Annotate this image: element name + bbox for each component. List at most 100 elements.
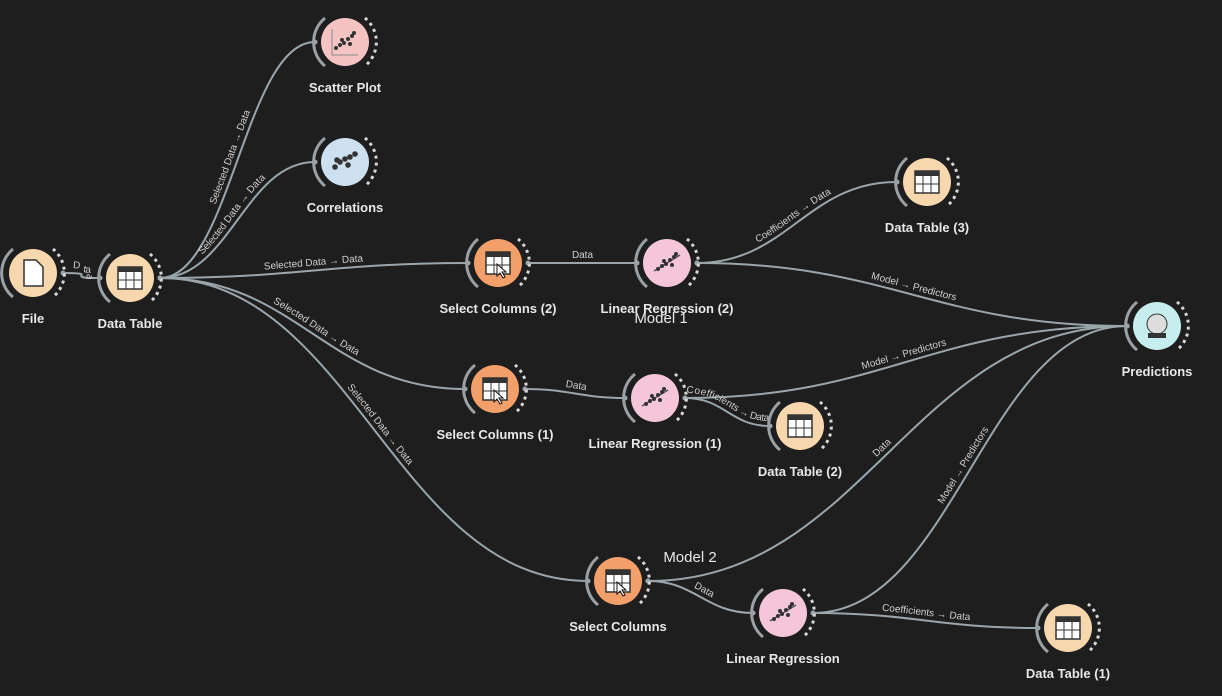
icon <box>1056 617 1080 622</box>
icon <box>352 31 356 35</box>
icon <box>348 42 352 46</box>
widget-node[interactable]: Scatter Plot <box>309 16 382 95</box>
widget-node[interactable]: Data Table (2) <box>758 400 842 479</box>
widget-node[interactable]: Correlations <box>307 136 384 215</box>
icon <box>650 394 654 398</box>
widget-icon-bg <box>321 138 369 186</box>
link-label-text: Data <box>565 379 588 393</box>
icon <box>788 415 812 420</box>
link <box>684 397 771 427</box>
widget-node[interactable]: Select Columns (1) <box>436 363 554 442</box>
link-label: Data <box>565 379 588 393</box>
node-label: Scatter Plot <box>309 80 382 95</box>
icon <box>1148 333 1166 338</box>
node-label: Data Table (2) <box>758 464 842 479</box>
icon <box>493 388 505 405</box>
input-arc <box>97 252 111 304</box>
link-label-text: Data <box>572 250 593 261</box>
icon <box>668 258 672 262</box>
icon <box>334 46 338 50</box>
node-label: Select Columns (1) <box>436 427 553 442</box>
link <box>696 262 1128 327</box>
icon <box>352 151 358 157</box>
link <box>524 388 626 399</box>
widget-node[interactable]: Select Columns <box>569 555 667 634</box>
icon <box>656 267 660 271</box>
icon <box>652 397 656 401</box>
icon <box>780 612 784 616</box>
widget-node[interactable]: Data Table (1) <box>1026 602 1110 681</box>
icon <box>662 387 666 391</box>
widget-node[interactable]: Linear Regression (2) <box>601 237 734 316</box>
widget-node[interactable]: Linear Regression (1) <box>589 372 722 451</box>
link <box>647 580 754 614</box>
node-label: Linear Regression (2) <box>601 301 734 316</box>
link <box>696 181 898 264</box>
icon <box>672 255 676 259</box>
link <box>647 325 1128 582</box>
node-label: File <box>22 311 44 326</box>
input-arc <box>894 156 908 208</box>
icon <box>658 398 662 402</box>
node-label: Data Table <box>98 316 163 331</box>
icon <box>778 609 782 613</box>
icon <box>616 580 628 597</box>
icon <box>483 378 507 383</box>
icon <box>496 262 508 279</box>
icon <box>674 252 678 256</box>
annotation: Model 1 <box>634 310 687 327</box>
icon <box>486 252 510 257</box>
node-label: Correlations <box>307 200 384 215</box>
icon <box>656 393 660 397</box>
input-arc <box>622 372 636 424</box>
icon <box>1146 313 1168 335</box>
icon <box>350 34 354 38</box>
widget-node[interactable]: Select Columns (2) <box>439 237 557 316</box>
input-arc <box>750 587 764 639</box>
icon <box>790 602 794 606</box>
icon <box>342 156 348 162</box>
icon <box>662 259 666 263</box>
node-label: Linear Regression (1) <box>589 436 722 451</box>
icon <box>788 605 792 609</box>
link <box>812 612 1039 629</box>
icon <box>347 154 353 160</box>
icon <box>915 171 939 176</box>
icon <box>340 38 344 42</box>
icon <box>644 402 648 406</box>
input-arc <box>465 237 479 289</box>
link <box>159 41 316 279</box>
icon <box>670 263 674 267</box>
widget-node[interactable]: File <box>0 247 66 326</box>
widget-node[interactable]: Data Table <box>97 252 163 331</box>
widget-node[interactable]: Predictions <box>1122 300 1193 379</box>
icon <box>338 43 342 47</box>
link <box>684 325 1128 399</box>
link-label: Data <box>572 250 593 261</box>
icon <box>648 399 652 403</box>
input-arc <box>634 237 648 289</box>
icon <box>660 390 664 394</box>
widget-node[interactable]: Linear Regression <box>726 587 840 666</box>
icon <box>772 617 776 621</box>
node-label: Select Columns (2) <box>439 301 556 316</box>
input-arc <box>1035 602 1049 654</box>
icon <box>786 613 790 617</box>
icon <box>784 608 788 612</box>
icon <box>331 29 358 56</box>
icon <box>334 157 340 163</box>
icon <box>345 162 351 168</box>
link <box>159 277 589 582</box>
input-arc <box>312 136 326 188</box>
link <box>812 325 1128 614</box>
input-arc <box>0 247 14 299</box>
icon <box>118 267 142 272</box>
node-label: Select Columns <box>569 619 667 634</box>
icon <box>606 570 630 575</box>
input-arc <box>1124 300 1138 352</box>
widget-node[interactable]: Data Table (3) <box>885 156 969 235</box>
link <box>159 277 466 390</box>
input-arc <box>767 400 781 452</box>
link <box>159 161 316 279</box>
